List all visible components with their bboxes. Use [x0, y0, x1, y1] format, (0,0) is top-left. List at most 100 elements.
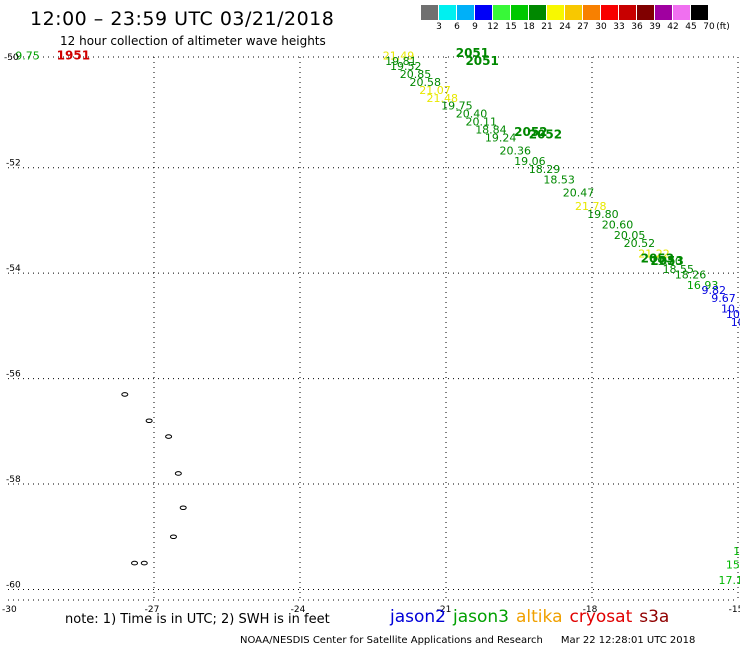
legend-jason3: jason3	[453, 607, 509, 627]
scale-label: 45	[685, 22, 697, 32]
corner-label-bottom: -30	[2, 605, 17, 615]
time-label: 2052	[514, 125, 547, 139]
island-outline	[179, 505, 187, 511]
time-label: 2053	[650, 254, 683, 268]
wave-height-label: 21.78	[575, 200, 607, 213]
y-tick-label: -52	[6, 159, 21, 169]
scale-label: 9	[472, 22, 478, 32]
wave-height-label: 19.20	[650, 255, 682, 268]
y-tick-label: -56	[6, 370, 21, 380]
scale-swatch	[493, 5, 510, 20]
x-tick-label: -27	[145, 605, 160, 615]
graticule	[8, 56, 739, 601]
scale-swatch	[601, 5, 618, 20]
scale-swatch	[511, 5, 528, 20]
scale-label: 42	[667, 22, 679, 32]
scale-unit: (ft)	[716, 22, 730, 32]
wave-height-label: 20.40	[456, 108, 488, 121]
wave-height-label: 17.1	[719, 574, 740, 587]
scale-label: 18	[523, 22, 535, 32]
wave-height-label: 19.80	[587, 208, 619, 221]
wave-height-label: 20.36	[500, 145, 532, 158]
wave-height-label: 20.58	[410, 76, 442, 89]
scale-swatch	[673, 5, 690, 20]
scale-swatch	[583, 5, 600, 20]
wave-height-label: 19.24	[485, 131, 517, 144]
wave-height-label: 21.48	[427, 92, 459, 105]
scale-label: 3	[436, 22, 442, 32]
footer-timestamp: Mar 22 12:28:01 UTC 2018	[560, 635, 696, 646]
wave-height-label: 16.93	[687, 279, 719, 292]
wave-height-label: 10.9	[731, 316, 740, 329]
scale-label: 21	[541, 22, 553, 32]
y-tick-label: -60	[6, 580, 21, 590]
wave-height-label: 9.75	[15, 50, 40, 63]
island-outline	[174, 471, 182, 476]
wave-height-label: 21.07	[419, 84, 451, 97]
scale-swatch	[457, 5, 474, 20]
island-outlines	[121, 392, 187, 566]
wave-height-label: 20.11	[465, 116, 497, 129]
scale-label: 12	[487, 22, 499, 32]
island-outline	[140, 560, 148, 566]
scale-label: 15	[505, 22, 517, 32]
map-subtitle: 12 hour collection of altimeter wave hei…	[60, 34, 326, 48]
scale-label: 36	[631, 22, 643, 32]
footer: NOAA/NESDIS Center for Satellite Applica…	[240, 635, 695, 646]
wave-height-label: 18.55	[663, 263, 695, 276]
wave-height-label: 19.52	[390, 60, 422, 73]
y-tick-label: -54	[6, 264, 21, 274]
time-label: 2053	[641, 252, 674, 266]
scale-swatch	[529, 5, 546, 20]
time-label: 2052	[529, 128, 562, 142]
wave-height-label: 20.85	[400, 68, 432, 81]
wave-height-label: 20.05	[614, 229, 646, 242]
island-outline	[145, 418, 153, 424]
note-text: note: 1) Time is in UTC; 2) SWH is in fe…	[65, 612, 330, 627]
scale-label: 33	[613, 22, 625, 32]
island-outline	[121, 392, 129, 397]
scale-swatch	[655, 5, 672, 20]
scale-label: 30	[595, 22, 607, 32]
legend-s3a: s3a	[639, 607, 670, 627]
axis-tick-labels: -27 -24 -21 -18 -15 -52 -54 -56 -58 -60 -50 -30	[2, 53, 740, 615]
island-outline	[169, 534, 177, 540]
island-outline	[131, 560, 139, 566]
legend-cryosat: cryosat	[569, 607, 633, 627]
time-label: 2051	[456, 46, 489, 60]
wave-height-label: 20.60	[602, 218, 634, 231]
scale-label: 70	[703, 22, 715, 32]
scale-swatch	[547, 5, 564, 20]
footer-credit: NOAA/NESDIS Center for Satellite Applica…	[240, 635, 543, 646]
wave-height-label: 10.50	[726, 308, 740, 321]
wave-height-label: 20.52	[624, 237, 656, 250]
wave-height-label: 9.67	[711, 292, 736, 305]
scale-label: 39	[649, 22, 661, 32]
x-tick-label: -15	[729, 605, 740, 615]
satellite-legend: jason2 jason3 altika cryosat s3a	[390, 607, 676, 627]
time-label: 1951	[57, 49, 90, 63]
wave-height-label: 9.82	[702, 284, 727, 297]
x-tick-label: -18	[583, 605, 598, 615]
scale-swatch	[619, 5, 636, 20]
wave-height-label: 18.26	[675, 268, 707, 281]
y-tick-label: -58	[6, 475, 21, 485]
wave-height-label: 21.22	[638, 247, 670, 260]
island-outline	[165, 434, 173, 439]
wave-height-label: 15.	[726, 558, 740, 571]
scale-swatch	[691, 5, 708, 20]
scale-swatch	[421, 5, 438, 20]
wave-height-label: 14	[733, 545, 740, 558]
scale-swatch	[565, 5, 582, 20]
scale-swatch	[475, 5, 492, 20]
wave-height-labels: 9.75 21.4919.8119.5220.8520.5821.0721.481…	[15, 46, 740, 587]
scale-label: 24	[559, 22, 571, 32]
wave-height-label: 20.47	[563, 187, 595, 200]
scale-label: 27	[577, 22, 589, 32]
wave-height-label: 18.84	[475, 123, 507, 136]
legend-jason2: jason2	[390, 607, 446, 627]
x-tick-label: -21	[437, 605, 452, 615]
wave-height-label: 19.75	[441, 100, 473, 113]
wave-height-label: 19.81	[385, 55, 417, 68]
